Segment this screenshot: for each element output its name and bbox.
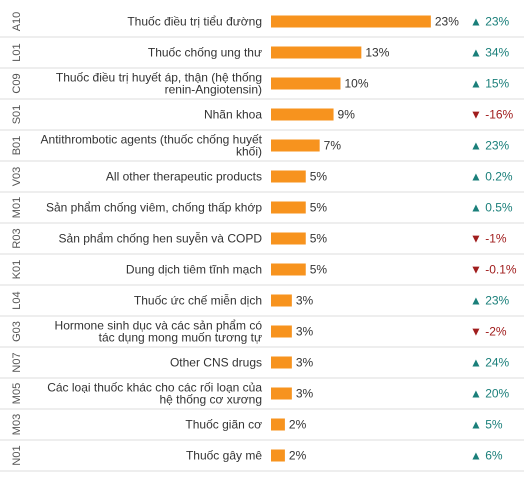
value-label: 2% bbox=[289, 449, 307, 463]
bar bbox=[271, 263, 306, 276]
category-code: L04 bbox=[11, 291, 23, 309]
bar bbox=[271, 46, 362, 59]
change-label: ▲ 23% bbox=[470, 15, 510, 29]
category-label: Thuốc điều trị tiểu đường bbox=[127, 15, 262, 29]
value-label: 5% bbox=[310, 232, 328, 246]
bar bbox=[271, 108, 334, 121]
change-label: ▲ 24% bbox=[470, 356, 510, 370]
bar bbox=[271, 139, 320, 152]
category-code: L01 bbox=[11, 43, 23, 61]
value-label: 3% bbox=[296, 387, 314, 401]
change-label: ▼ -2% bbox=[470, 325, 507, 339]
value-label: 5% bbox=[310, 170, 328, 184]
category-label: tác dụng mong muốn tương tự bbox=[99, 331, 262, 345]
bar bbox=[271, 294, 292, 307]
value-label: 3% bbox=[296, 325, 314, 339]
change-label: ▲ 23% bbox=[470, 294, 510, 308]
change-label: ▲ 0.5% bbox=[470, 201, 513, 215]
bar bbox=[271, 170, 306, 183]
category-label: Thuốc giãn cơ bbox=[185, 418, 262, 432]
category-code: V03 bbox=[11, 167, 23, 187]
bar bbox=[271, 356, 292, 369]
change-label: ▼ -1% bbox=[470, 232, 507, 246]
value-label: 7% bbox=[324, 139, 342, 153]
change-label: ▲ 0.2% bbox=[470, 170, 513, 184]
change-label: ▲ 34% bbox=[470, 46, 510, 60]
category-label: Thuốc chống ung thư bbox=[148, 46, 262, 60]
category-label: Thuốc gây mê bbox=[186, 449, 262, 463]
category-code: A10 bbox=[11, 12, 23, 32]
value-label: 10% bbox=[345, 77, 369, 91]
value-label: 3% bbox=[296, 294, 314, 308]
change-label: ▼ -0.1% bbox=[470, 263, 517, 277]
category-label: Thuốc điều trị huyết áp, thận (hệ thống bbox=[56, 71, 262, 85]
category-code: M01 bbox=[11, 197, 23, 218]
bar bbox=[271, 449, 285, 462]
category-label: hệ thống cơ xương bbox=[160, 393, 263, 407]
category-label: Nhãn khoa bbox=[204, 108, 262, 122]
value-label: 9% bbox=[338, 108, 356, 122]
change-label: ▲ 5% bbox=[470, 418, 503, 432]
change-label: ▼ -16% bbox=[470, 108, 514, 122]
change-label: ▲ 20% bbox=[470, 387, 510, 401]
category-code: N01 bbox=[11, 445, 23, 465]
category-label: Sản phẩm chống hen suyễn và COPD bbox=[59, 231, 263, 246]
category-code: N07 bbox=[11, 352, 23, 372]
value-label: 3% bbox=[296, 356, 314, 370]
category-label: All other therapeutic products bbox=[106, 170, 262, 184]
value-label: 2% bbox=[289, 418, 307, 432]
bar bbox=[271, 77, 341, 90]
category-code: K01 bbox=[11, 260, 23, 280]
change-label: ▲ 15% bbox=[470, 77, 510, 91]
value-label: 5% bbox=[310, 201, 328, 215]
bar bbox=[271, 325, 292, 338]
value-label: 13% bbox=[365, 46, 389, 60]
bar bbox=[271, 232, 306, 245]
change-label: ▲ 23% bbox=[470, 139, 510, 153]
bar bbox=[271, 387, 292, 400]
category-label: Other CNS drugs bbox=[170, 356, 262, 370]
bar bbox=[271, 15, 431, 28]
category-code: M03 bbox=[11, 414, 23, 435]
category-label: Sản phẩm chống viêm, chống thấp khớp bbox=[46, 201, 262, 215]
category-label: Dung dịch tiêm tĩnh mạch bbox=[126, 263, 262, 277]
category-code: S01 bbox=[11, 105, 23, 125]
category-code: R03 bbox=[11, 228, 23, 248]
category-code: G03 bbox=[11, 321, 23, 342]
category-label: Các loại thuốc khác cho các rối loạn của bbox=[47, 381, 262, 395]
category-label: Hormone sinh dục và các sản phẩm có bbox=[55, 319, 263, 333]
value-label: 23% bbox=[435, 15, 459, 29]
bar bbox=[271, 201, 306, 214]
category-label: Antithrombotic agents (thuốc chống huyết bbox=[41, 133, 263, 147]
category-label: khối) bbox=[236, 145, 262, 159]
category-code: M05 bbox=[11, 383, 23, 404]
change-label: ▲ 6% bbox=[470, 449, 503, 463]
category-code: C09 bbox=[11, 73, 23, 93]
category-label: renin-Angiotensin) bbox=[165, 83, 262, 97]
value-label: 5% bbox=[310, 263, 328, 277]
category-label: Thuốc ức chế miễn dịch bbox=[134, 293, 262, 308]
bar bbox=[271, 418, 285, 431]
category-code: B01 bbox=[11, 136, 23, 156]
